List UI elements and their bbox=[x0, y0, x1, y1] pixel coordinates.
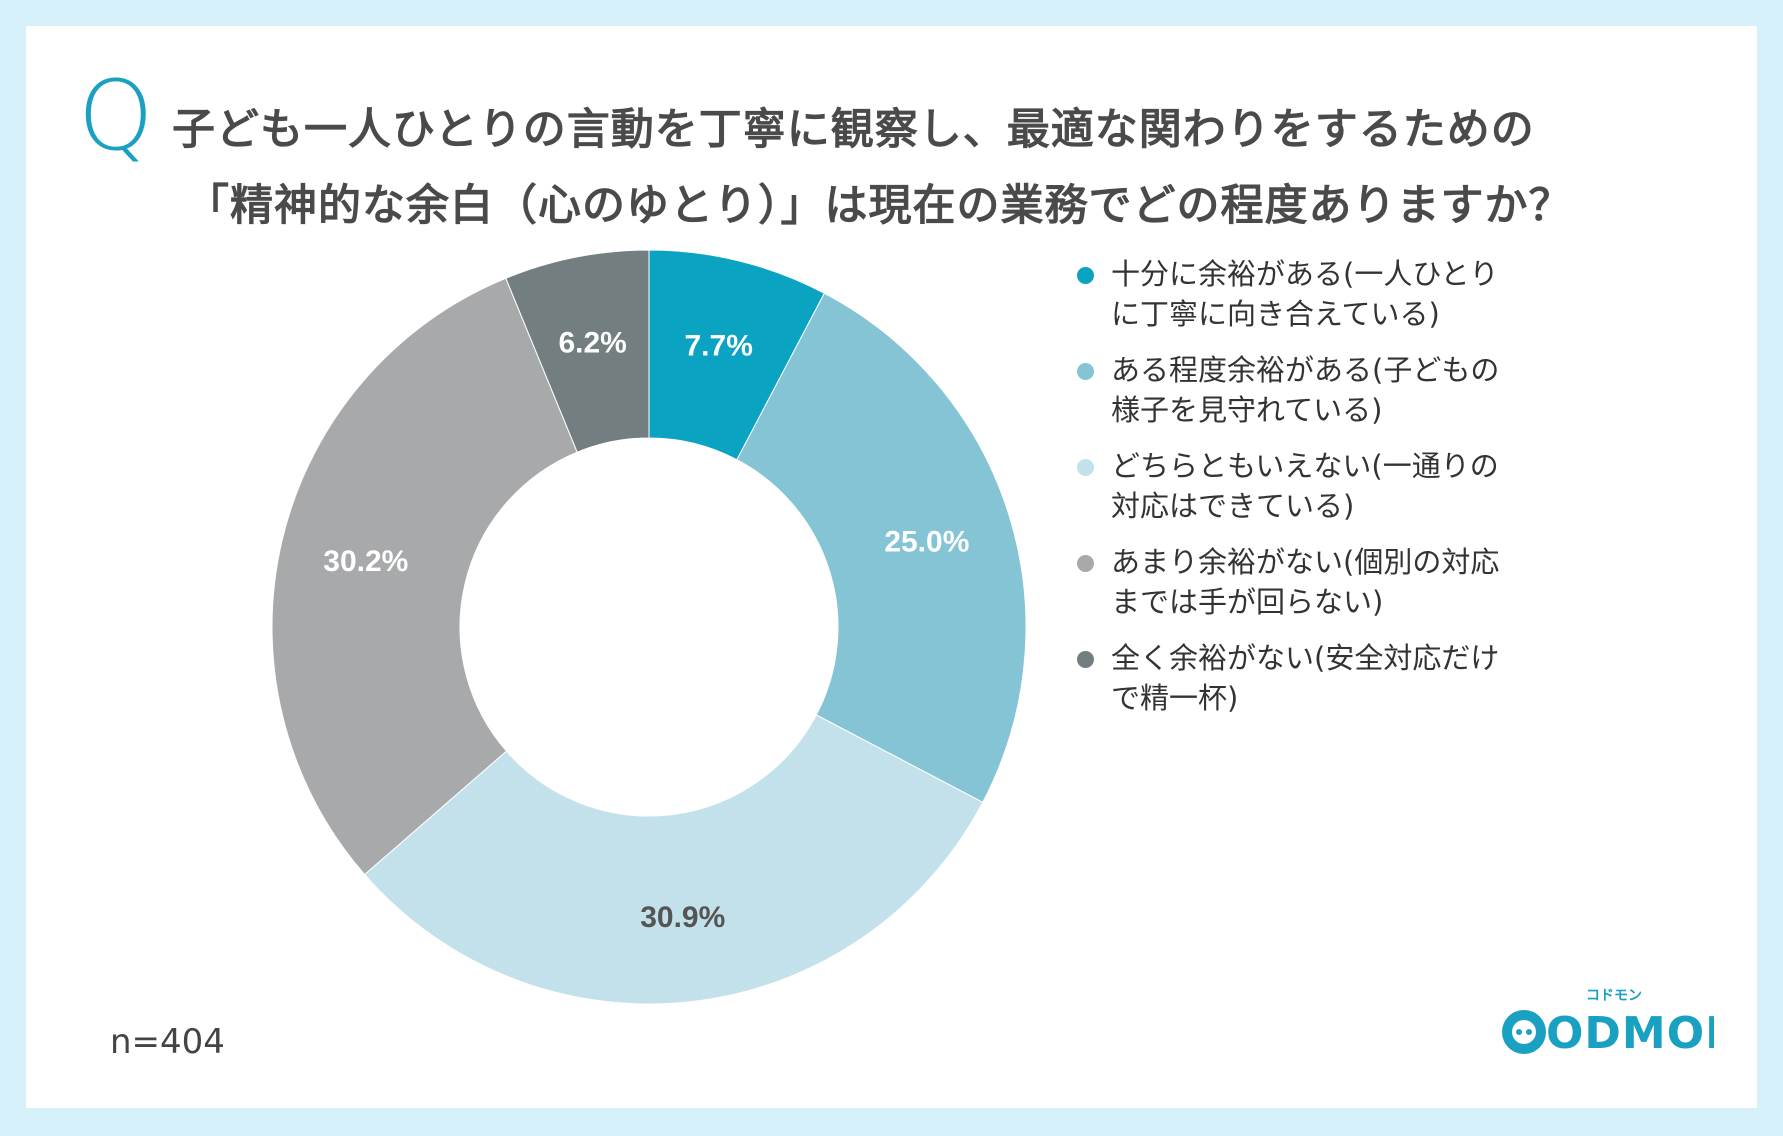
logo-tagline: コドモン bbox=[1586, 988, 1642, 1004]
legend-swatch bbox=[1077, 459, 1094, 476]
slice-value-label: 6.2% bbox=[558, 327, 626, 360]
legend-label-line1: 全く余裕がない(安全対応だけ bbox=[1111, 641, 1500, 675]
legend-swatch bbox=[1077, 555, 1094, 572]
legend-item: ある程度余裕がある(子どもの 様子を見守れている) bbox=[1073, 350, 1543, 430]
legend-item: 全く余裕がない(安全対応だけ で精一杯) bbox=[1073, 638, 1543, 718]
question-mark: Q bbox=[78, 60, 154, 172]
legend: 十分に余裕がある(一人ひとり に丁寧に向き合えている) ある程度余裕がある(子ど… bbox=[1073, 254, 1543, 734]
legend-label-line1: あまり余裕がない(個別の対応 bbox=[1111, 545, 1500, 579]
question-text: 子ども一人ひとりの言動を丁寧に観察し、最適な関わりをするための 「精神的な余白（… bbox=[172, 92, 1573, 244]
logo-wordmark-text: ODMON bbox=[1546, 1008, 1714, 1059]
slice-value-label: 30.9% bbox=[640, 901, 725, 934]
sample-size: n=404 bbox=[110, 1022, 225, 1062]
legend-swatch bbox=[1077, 363, 1094, 380]
codmon-logo: コドモン ODMON bbox=[1502, 988, 1714, 1059]
legend-label-line2: までは手が回らない) bbox=[1111, 585, 1384, 619]
slice-value-label: 7.7% bbox=[685, 329, 753, 362]
legend-label-line2: に丁寧に向き合えている) bbox=[1111, 297, 1440, 331]
legend-item: どちらともいえない(一通りの 対応はできている) bbox=[1073, 446, 1543, 526]
legend-label-line2: 対応はできている) bbox=[1111, 489, 1355, 523]
logo-mark-icon bbox=[1502, 1010, 1546, 1054]
legend-label-line1: 十分に余裕がある(一人ひとり bbox=[1111, 257, 1499, 291]
legend-label-line2: で精一杯) bbox=[1111, 681, 1239, 715]
donut-slice bbox=[505, 249, 650, 453]
donut-slice bbox=[271, 277, 578, 876]
legend-label-line1: ある程度余裕がある(子どもの bbox=[1111, 353, 1500, 387]
legend-item: あまり余裕がない(個別の対応 までは手が回らない) bbox=[1073, 542, 1543, 622]
legend-label-line2: 様子を見守れている) bbox=[1111, 393, 1383, 427]
slice-value-label: 30.2% bbox=[323, 545, 408, 578]
question-line-1: 子ども一人ひとりの言動を丁寧に観察し、最適な関わりをするための bbox=[172, 105, 1535, 155]
donut-slice bbox=[363, 714, 984, 1005]
slice-value-label: 25.0% bbox=[884, 526, 969, 559]
legend-swatch bbox=[1077, 267, 1094, 284]
donut-slice bbox=[736, 292, 1027, 804]
question-line-2: 「精神的な余白（心のゆとり）」は現在の業務でどの程度ありますか？ bbox=[186, 181, 1573, 231]
logo-wordmark: ODMON bbox=[1546, 1008, 1714, 1059]
legend-label-line1: どちらともいえない(一通りの bbox=[1111, 449, 1499, 483]
legend-item: 十分に余裕がある(一人ひとり に丁寧に向き合えている) bbox=[1073, 254, 1543, 334]
legend-swatch bbox=[1077, 651, 1094, 668]
